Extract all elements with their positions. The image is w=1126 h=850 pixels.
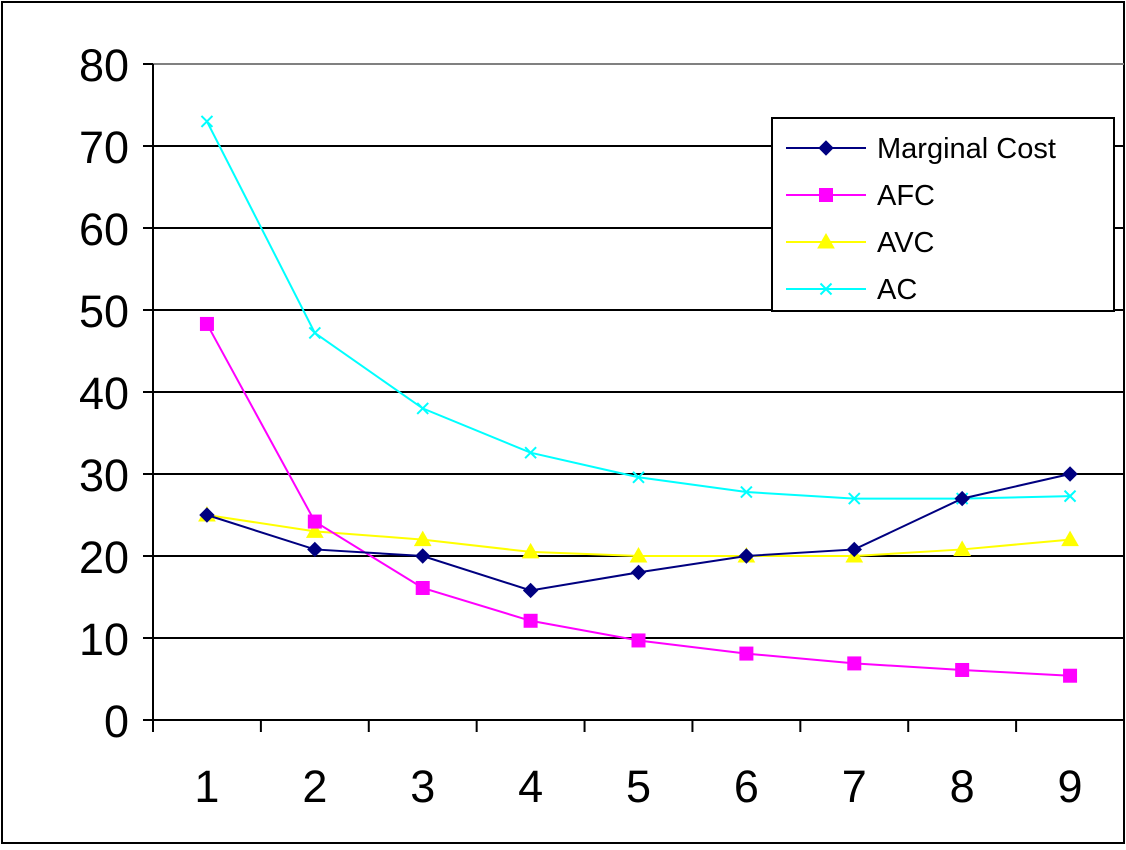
- legend-label: Marginal Cost: [877, 133, 1056, 165]
- data-point: [1061, 530, 1079, 547]
- data-point: [522, 582, 539, 599]
- data-point: [521, 542, 540, 559]
- legend-item: AC: [786, 274, 917, 306]
- data-point: [846, 541, 862, 558]
- y-tick-label: 60: [79, 204, 129, 255]
- data-point: [199, 316, 214, 331]
- data-point: [307, 514, 322, 529]
- y-tick-label: 10: [79, 614, 129, 665]
- x-tick-label: 6: [734, 761, 759, 812]
- data-point: [631, 633, 646, 648]
- data-point: [954, 490, 970, 507]
- axes: 0 10 20 30 40 50 60 70 80 1 2 3 4 5 6 7 8 9: [79, 40, 1125, 812]
- legend-marker: [819, 282, 833, 296]
- data-point: [955, 662, 970, 677]
- y-tick-label: 70: [79, 122, 129, 173]
- series-group: [198, 115, 1079, 683]
- data-point: [199, 507, 215, 523]
- series-afc: [199, 316, 1078, 683]
- x-tick-label: 4: [518, 761, 543, 812]
- legend-item: AVC: [786, 227, 934, 259]
- data-point: [953, 540, 972, 556]
- data-point: [739, 646, 754, 661]
- y-tick-label: 20: [79, 532, 129, 583]
- data-point: [307, 541, 323, 558]
- data-point: [738, 548, 755, 564]
- data-point: [632, 471, 645, 484]
- data-point: [847, 656, 862, 671]
- y-tick-label: 30: [79, 450, 129, 501]
- data-point: [308, 326, 322, 340]
- data-point: [524, 446, 537, 459]
- data-point: [740, 485, 753, 499]
- x-tick-label: 5: [626, 761, 651, 812]
- data-point: [630, 564, 647, 581]
- legend-marker: [819, 188, 833, 202]
- legend-label: AC: [877, 274, 917, 306]
- data-point: [1062, 466, 1078, 482]
- y-tick-label: 40: [79, 368, 129, 419]
- x-tick-label: 2: [302, 761, 327, 812]
- legend-marker: [817, 232, 835, 249]
- x-tick-label: 9: [1058, 761, 1083, 812]
- data-point: [1063, 668, 1078, 683]
- legend-marker: [818, 140, 834, 156]
- data-point: [1063, 489, 1077, 503]
- data-point: [629, 546, 648, 563]
- data-point: [415, 548, 431, 564]
- data-point: [415, 580, 430, 595]
- legend-label: AFC: [877, 180, 935, 212]
- y-tick-label: 50: [79, 286, 129, 337]
- x-tick-label: 7: [842, 761, 867, 812]
- x-tick-label: 8: [950, 761, 975, 812]
- data-point: [305, 522, 324, 538]
- data-point: [523, 613, 538, 628]
- data-point: [200, 115, 214, 128]
- legend: Marginal Cost AFC AVC AC: [771, 117, 1115, 312]
- x-tick-label: 1: [194, 761, 219, 812]
- series-marginal-cost: [199, 466, 1078, 599]
- data-point: [416, 402, 429, 415]
- legend-label: AVC: [877, 227, 934, 259]
- y-tick-label: 0: [104, 696, 129, 747]
- y-tick-label: 80: [79, 40, 129, 91]
- x-tick-label: 3: [410, 761, 435, 812]
- data-point: [413, 530, 432, 547]
- legend-item: AFC: [786, 180, 935, 212]
- legend-item: Marginal Cost: [786, 133, 1056, 165]
- data-point: [848, 492, 861, 505]
